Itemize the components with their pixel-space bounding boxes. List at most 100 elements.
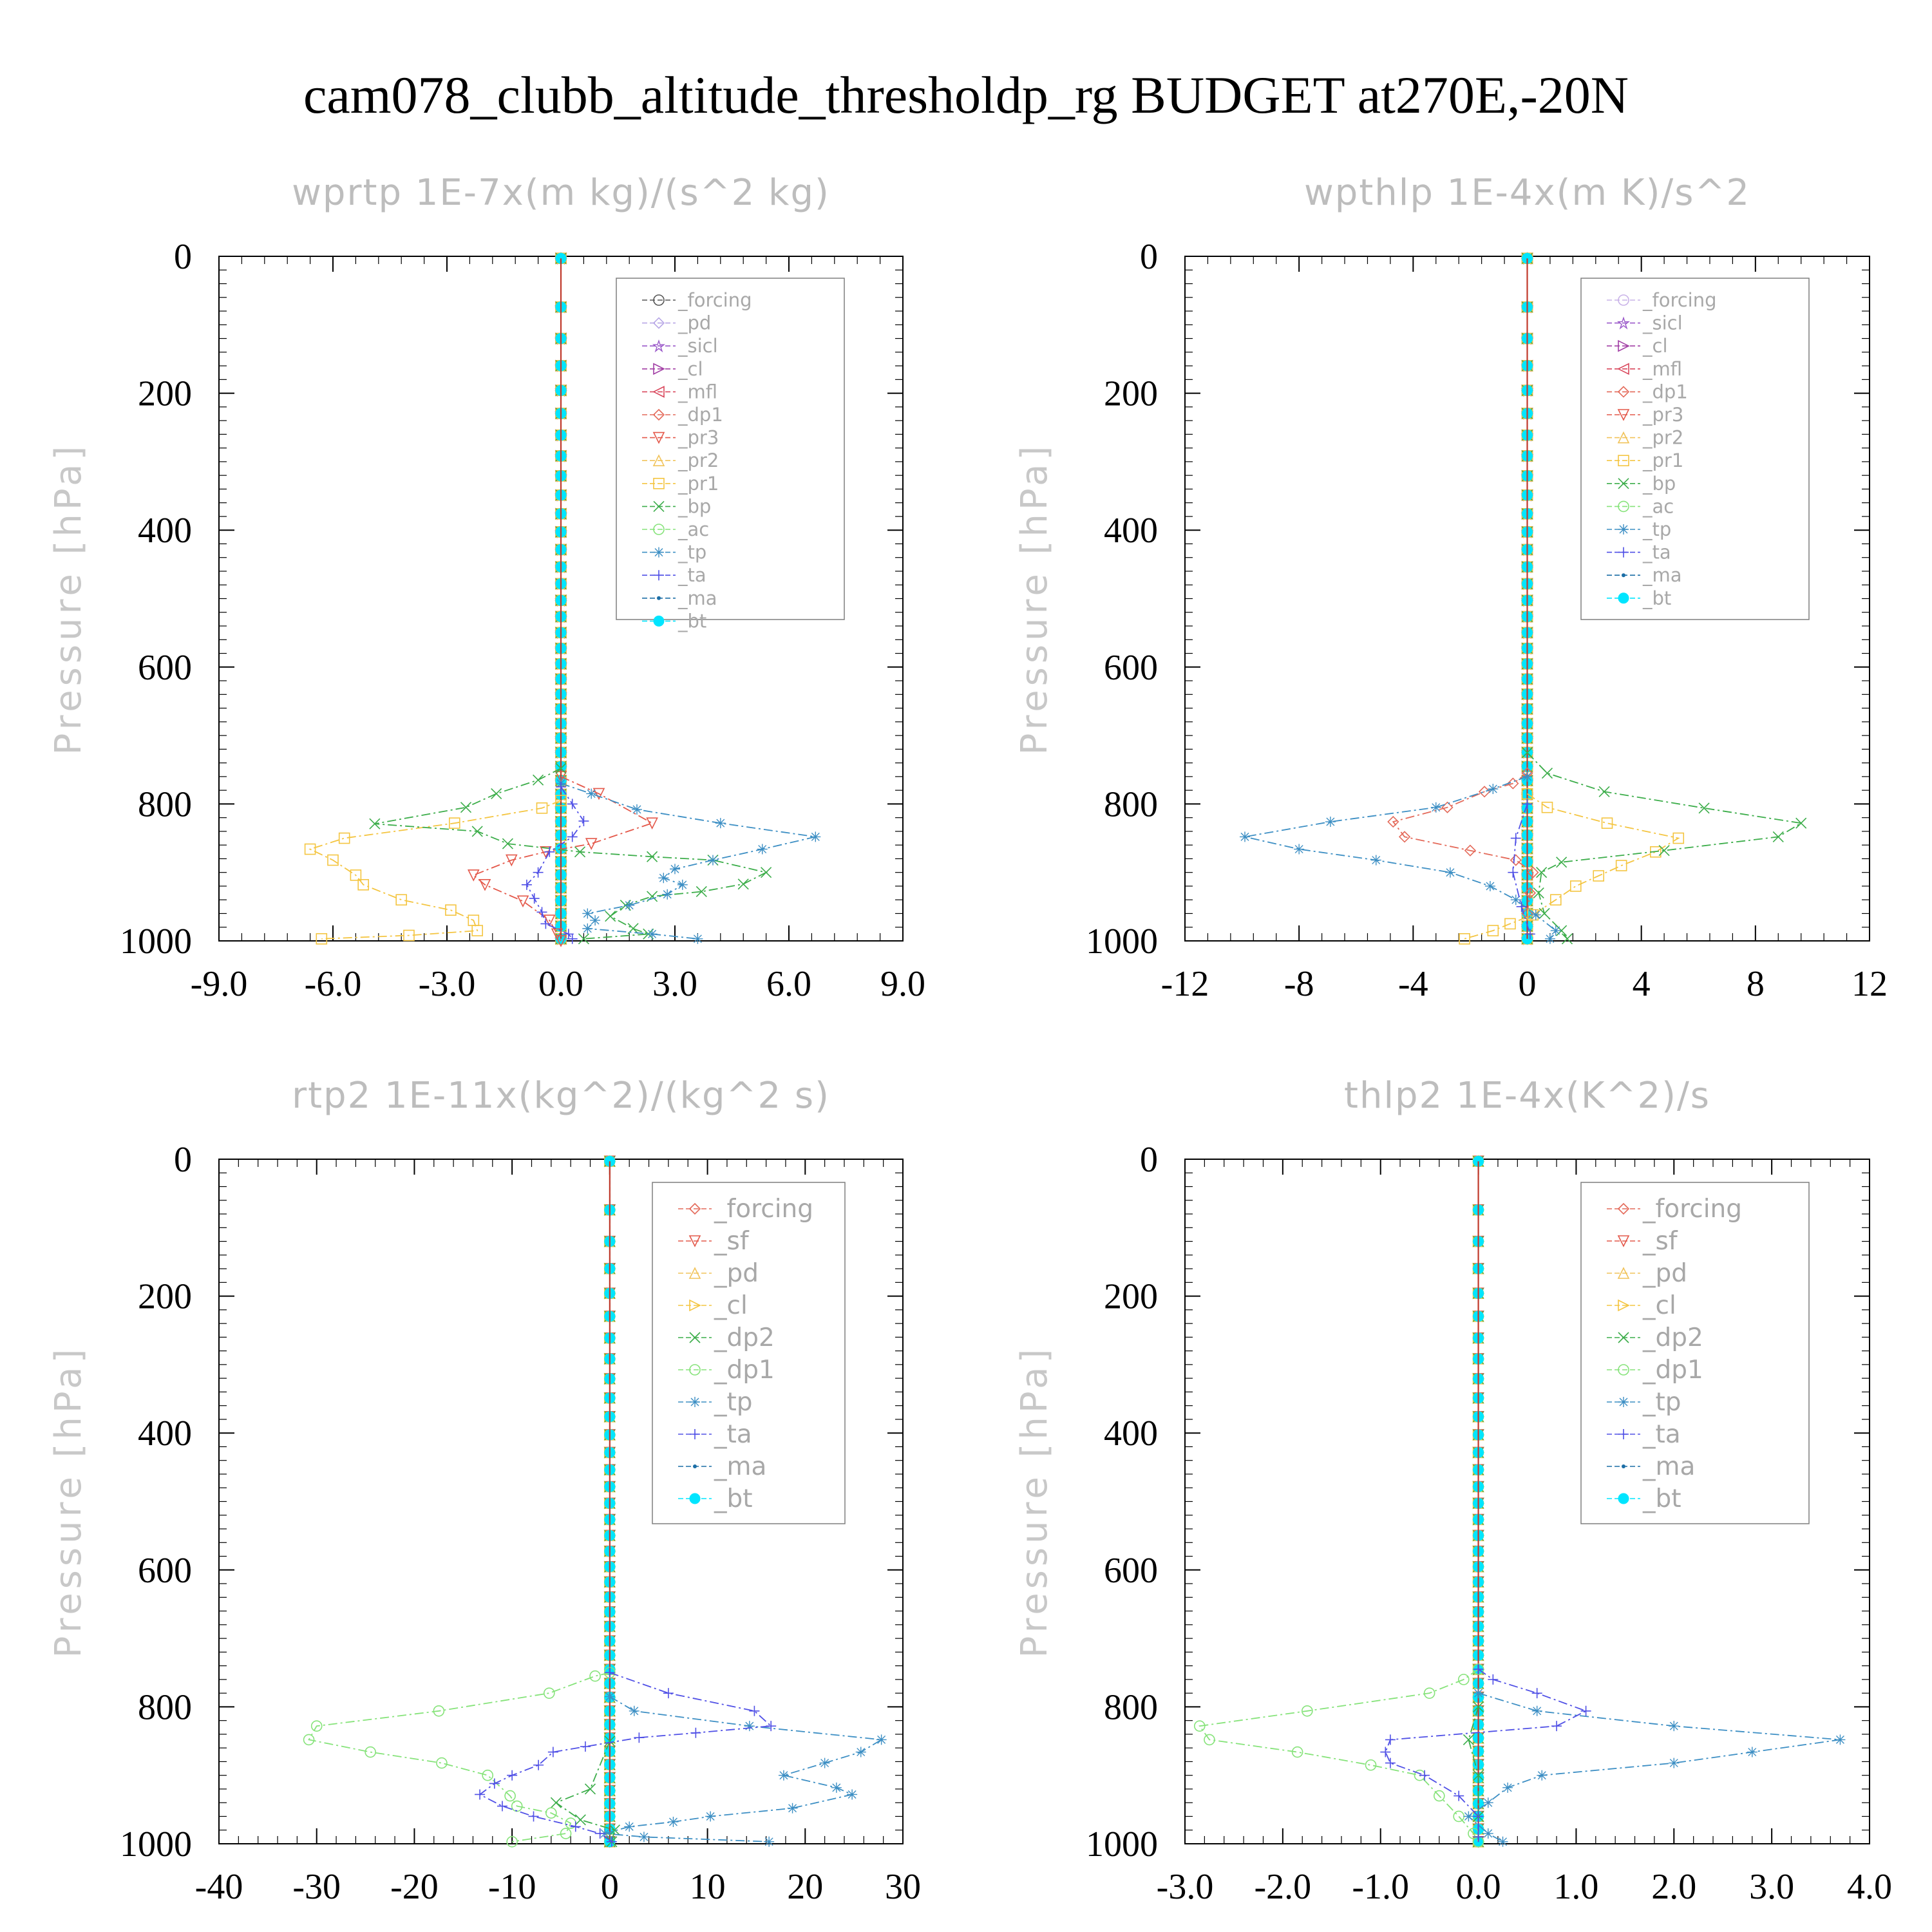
data-point <box>533 774 544 786</box>
legend-label: _cl <box>677 358 703 380</box>
data-point <box>556 781 566 792</box>
data-point <box>1539 907 1550 920</box>
legend-label: _cl <box>1642 1291 1676 1320</box>
data-point <box>855 1747 866 1757</box>
data-point <box>1482 1828 1493 1839</box>
legend-swatch-marker <box>689 1332 701 1343</box>
data-point <box>1487 925 1499 936</box>
data-point <box>584 1783 596 1795</box>
figure-title: cam078_clubb_altitude_thresholdp_rg BUDG… <box>303 66 1629 124</box>
x-tick-label: -12 <box>1161 964 1209 1004</box>
legend-swatch-marker <box>652 317 665 329</box>
data-point <box>715 818 726 829</box>
data-point <box>1240 831 1251 842</box>
data-point <box>1473 1832 1484 1842</box>
data-point <box>1325 817 1336 828</box>
legend: _forcing_sicl_cl_mfl_dp1_pr3_pr2_pr1_bp_… <box>1580 278 1810 620</box>
legend-label: _forcing <box>1642 289 1717 311</box>
y-tick-label: 0 <box>1140 1140 1158 1180</box>
data-point <box>471 826 483 837</box>
data-point <box>567 831 578 842</box>
data-point <box>696 886 707 898</box>
legend-swatch-marker <box>654 570 664 581</box>
x-tick-label: -3.0 <box>1157 1867 1214 1907</box>
legend: _forcing _sf _pd _cl _dp2 _dp1 _tp _ta _ma _bt <box>1580 1182 1810 1524</box>
series-tp <box>1240 771 1561 944</box>
legend-label: _sicl <box>677 335 718 357</box>
data-point <box>1510 833 1521 844</box>
legend-swatch-marker <box>1617 431 1630 444</box>
x-tick-label: 4 <box>1633 964 1651 1004</box>
legend-swatch-marker <box>653 500 665 512</box>
legend-swatch-marker <box>653 294 665 306</box>
data-point <box>554 935 567 947</box>
data-point <box>555 762 567 774</box>
data-point <box>536 802 548 814</box>
legend-label: _pr2 <box>677 450 719 471</box>
data-point <box>1510 854 1522 866</box>
data-point <box>876 1734 887 1745</box>
x-tick-label: -6.0 <box>305 964 362 1004</box>
data-point <box>744 1721 755 1732</box>
legend-label: _forcing <box>1642 1195 1742 1224</box>
data-point <box>528 1811 539 1822</box>
series-line <box>1392 772 1534 914</box>
legend-label: _ma <box>1642 564 1682 586</box>
legend-label: _ac <box>677 518 709 540</box>
x-tick-label: 0.0 <box>1456 1867 1501 1907</box>
data-point <box>551 928 564 941</box>
legend: _forcing_pd_sicl_cl_mfl_dp1_pr3_pr2_pr1_… <box>616 278 845 632</box>
data-point <box>1473 1701 1484 1712</box>
data-point <box>1380 1747 1391 1757</box>
data-point <box>1502 1782 1513 1793</box>
legend-swatch-marker <box>690 1397 700 1407</box>
x-tick-label: -20 <box>390 1867 439 1907</box>
data-point <box>1497 1836 1508 1847</box>
data-point <box>436 1757 448 1769</box>
data-point <box>543 1687 555 1699</box>
y-tick-label: 400 <box>138 1414 192 1454</box>
series-line <box>1468 1707 1479 1817</box>
data-point <box>504 1790 516 1802</box>
data-point <box>497 1801 507 1812</box>
data-point <box>1463 1734 1474 1745</box>
legend-label: _pd <box>1642 1259 1687 1288</box>
series-ta <box>521 781 589 944</box>
panels: wprtp 1E-7x(m kg)/(s^2 kg) Pressure [hPa]… <box>48 172 1892 1907</box>
x-tick-label: 4.0 <box>1847 1867 1892 1907</box>
data-point <box>338 832 350 844</box>
data-point <box>668 1816 679 1827</box>
data-point <box>609 1824 621 1836</box>
legend-swatch-marker <box>689 1493 701 1504</box>
data-point <box>1533 887 1544 899</box>
series-ta <box>1508 799 1535 940</box>
legend-label: _tp <box>1642 518 1671 540</box>
data-point <box>303 1734 315 1746</box>
data-point <box>604 1667 615 1678</box>
series-line <box>478 1672 773 1842</box>
data-point <box>1473 1663 1484 1674</box>
legend-label: _bp <box>1642 473 1676 495</box>
data-point <box>1508 867 1519 878</box>
data-point <box>1398 831 1411 843</box>
data-point <box>507 1770 518 1781</box>
y-tick-label: 600 <box>1104 648 1158 688</box>
data-point <box>433 1705 445 1717</box>
x-tick-label: 0 <box>601 1867 619 1907</box>
series-line <box>1385 1669 1587 1837</box>
data-point <box>624 900 635 911</box>
data-point <box>1556 857 1567 868</box>
series-ta <box>475 1667 777 1847</box>
data-point <box>647 929 658 940</box>
legend-label: _pr1 <box>1642 450 1683 471</box>
panel-title: wprtp 1E-7x(m kg)/(s^2 kg) <box>292 172 830 214</box>
data-point <box>1549 894 1562 906</box>
data-point <box>1478 786 1491 798</box>
data-point <box>1294 844 1305 855</box>
legend-label: _sf <box>1642 1227 1678 1256</box>
data-point <box>1430 802 1441 813</box>
data-point <box>1536 867 1548 878</box>
data-point <box>1561 933 1573 945</box>
legend: _forcing _sf _pd _cl _dp2 _dp1 _tp _ta _ma _bt <box>652 1182 846 1524</box>
data-point <box>395 894 408 906</box>
